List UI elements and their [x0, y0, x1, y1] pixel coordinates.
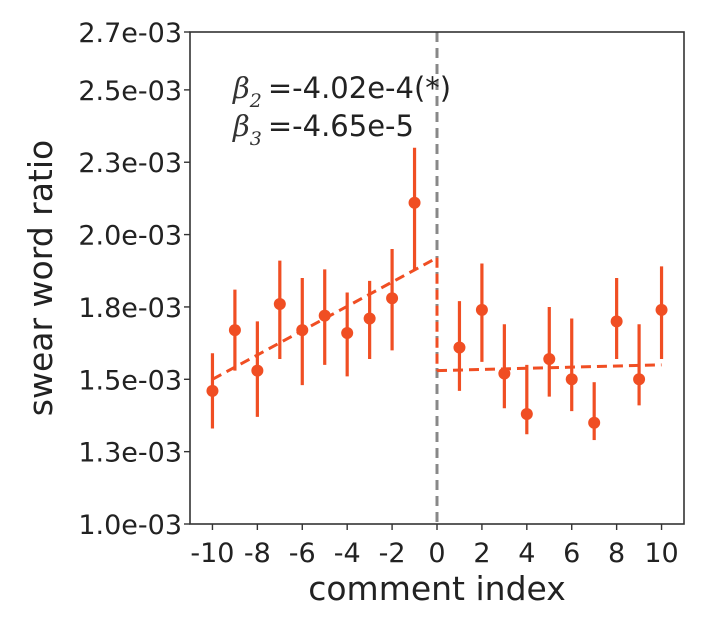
data-point [588, 416, 601, 429]
data-point [318, 309, 331, 322]
data-point [363, 312, 376, 325]
y-tick-label: 2.0e-03 [78, 221, 182, 252]
y-axis-label: swear word ratio [21, 140, 60, 416]
x-tick-label: 0 [428, 538, 445, 569]
y-tick-label: 1.5e-03 [78, 365, 182, 396]
data-point [251, 364, 264, 377]
annotation-beta2-subscript: 2 [249, 90, 262, 112]
data-point [475, 303, 488, 316]
y-tick-label: 2.7e-03 [78, 18, 182, 49]
plot-frame [189, 31, 685, 525]
plot-content [206, 32, 668, 524]
x-tick-label: 6 [563, 538, 580, 569]
annotation-beta3-symbol: β [232, 109, 250, 143]
data-point [341, 326, 354, 339]
data-point [206, 384, 219, 397]
x-tick-label: -10 [190, 538, 234, 569]
annotation-beta2-value: =-4.02e-4(*) [268, 71, 451, 105]
data-point [565, 373, 578, 386]
data-point [543, 353, 556, 366]
x-axis-label: comment index [308, 569, 566, 608]
fit-line-1 [211, 256, 438, 381]
data-point [273, 298, 286, 311]
y-tick-label: 1.0e-03 [78, 510, 182, 541]
data-point [610, 315, 623, 328]
data-point [228, 324, 241, 337]
ticks-layer: -10 -8 -6 -4 -2 0 2 4 6 8 101.0e-031.3e-031.5e-031… [78, 18, 678, 569]
data-point [453, 341, 466, 354]
y-tick-label: 1.3e-03 [78, 438, 182, 469]
x-tick-label: -8 [244, 538, 271, 569]
annotation-beta2: β2 =-4.02e-4(*) [232, 71, 451, 112]
x-tick-label: 8 [608, 538, 625, 569]
x-tick-label: -2 [379, 538, 406, 569]
annotation-beta3-value: =-4.65e-5 [268, 109, 414, 143]
data-point [633, 373, 646, 386]
x-tick-label: 10 [644, 538, 678, 569]
svg-text:β2=-4.02e-4(*): β2 =-4.02e-4(*) [232, 71, 451, 112]
data-point [408, 196, 421, 209]
data-point [655, 303, 668, 316]
data-point [386, 292, 399, 305]
data-point [296, 324, 309, 337]
x-tick-label: -4 [334, 538, 361, 569]
svg-text:β3=-4.65e-5: β3 =-4.65e-5 [232, 109, 414, 150]
data-point [520, 408, 533, 421]
annotation-beta3-subscript: 3 [250, 128, 262, 150]
y-tick-label: 1.8e-03 [78, 293, 182, 324]
y-tick-label: 2.3e-03 [78, 148, 182, 179]
x-tick-label: 4 [518, 538, 535, 569]
x-tick-label: 2 [473, 538, 490, 569]
annotation-beta3: β3 =-4.65e-5 [232, 109, 414, 150]
annotation-beta2-symbol: β [232, 71, 250, 105]
y-tick-label: 2.5e-03 [78, 76, 182, 107]
x-tick-label: -6 [289, 538, 316, 569]
data-point [498, 367, 511, 380]
